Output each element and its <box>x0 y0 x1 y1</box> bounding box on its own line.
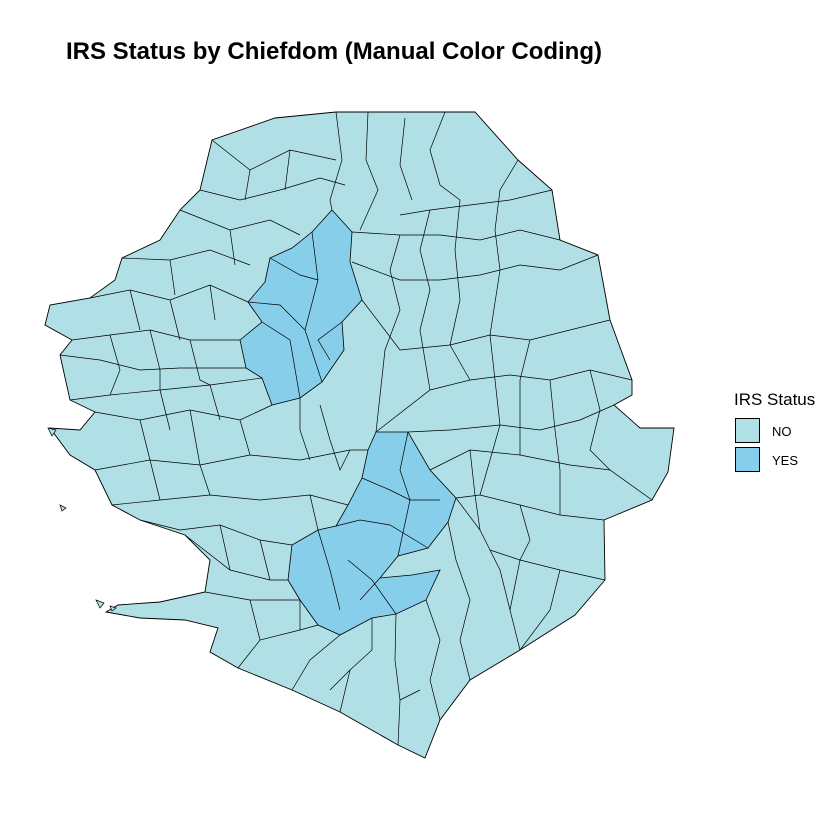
legend-title: IRS Status <box>734 390 816 409</box>
legend-swatch-yes <box>735 447 760 472</box>
legend: IRS Status NO YES <box>734 390 834 472</box>
legend-label-yes: YES <box>772 453 799 468</box>
legend-label-no: NO <box>772 424 792 439</box>
coastal-islands <box>47 427 117 612</box>
map-title: IRS Status by Chiefdom (Manual Color Cod… <box>66 38 602 65</box>
chiefdom-boundaries <box>59 112 653 746</box>
legend-item-yes: YES <box>734 447 834 475</box>
legend-item-no: NO <box>734 418 834 446</box>
irs-yes-region-south <box>287 431 457 636</box>
country-outline <box>44 111 675 759</box>
legend-swatch-no <box>735 418 760 443</box>
